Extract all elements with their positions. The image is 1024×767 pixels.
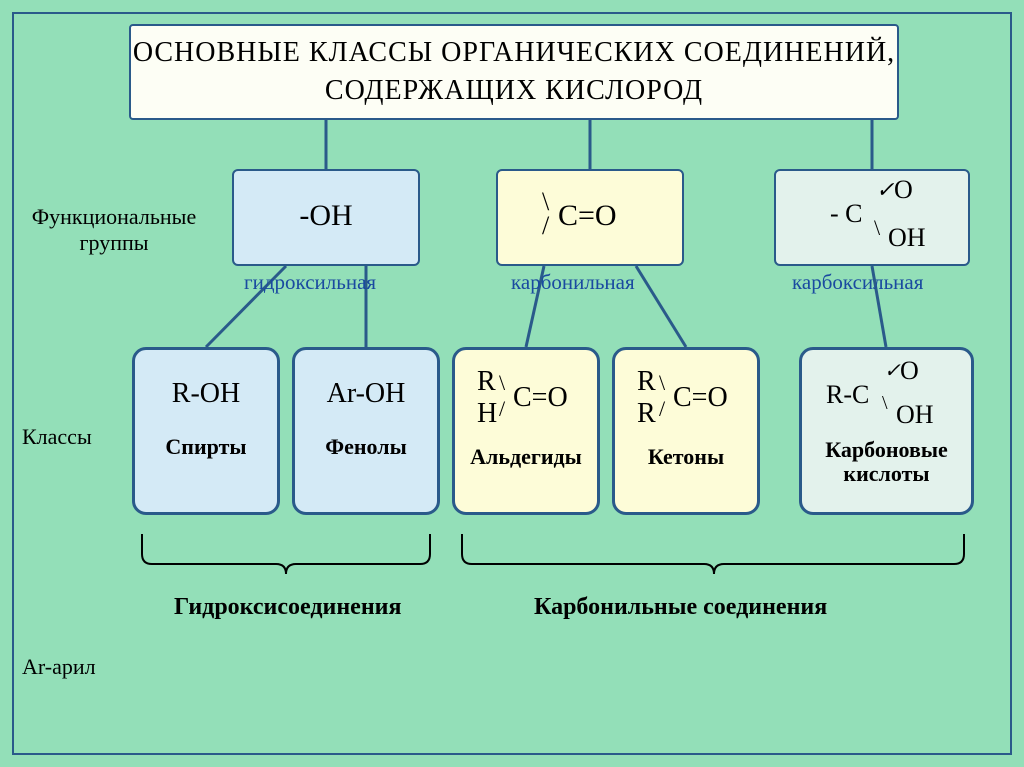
fg-formula: \/C=O bbox=[498, 171, 682, 201]
class-formula: R-C✓O\OH bbox=[802, 350, 971, 420]
fg-name: карбонильная bbox=[511, 270, 635, 295]
row-label-aryl: Ar-арил bbox=[22, 654, 96, 680]
outer-frame: ОСНОВНЫЕ КЛАССЫ ОРГАНИЧЕСКИХ СОЕДИНЕНИЙ,… bbox=[0, 0, 1024, 767]
class-name: Кетоны bbox=[615, 444, 757, 470]
class-box: R\R/C=O Кетоны bbox=[612, 347, 760, 515]
row-label-classes: Классы bbox=[22, 424, 92, 450]
fg-formula: - C✓O\OH bbox=[776, 171, 968, 189]
title-text: ОСНОВНЫЕ КЛАССЫ ОРГАНИЧЕСКИХ СОЕДИНЕНИЙ,… bbox=[131, 34, 897, 110]
functional-group-box: - C✓O\OH bbox=[774, 169, 970, 266]
diagram-frame: ОСНОВНЫЕ КЛАССЫ ОРГАНИЧЕСКИХ СОЕДИНЕНИЙ,… bbox=[12, 12, 1012, 755]
class-formula: R\R/C=O bbox=[615, 350, 757, 420]
class-name: Альдегиды bbox=[455, 444, 597, 470]
class-box: Ar-OH Фенолы bbox=[292, 347, 440, 515]
fg-name: карбоксильная bbox=[792, 270, 923, 295]
summary-label: Гидроксисоединения bbox=[174, 594, 401, 621]
class-formula: Ar-OH bbox=[295, 350, 437, 410]
class-box: R-C✓O\OH Карбоновые кислоты bbox=[799, 347, 974, 515]
functional-group-box: -OH bbox=[232, 169, 420, 266]
class-name: Фенолы bbox=[295, 434, 437, 460]
title-box: ОСНОВНЫЕ КЛАССЫ ОРГАНИЧЕСКИХ СОЕДИНЕНИЙ,… bbox=[129, 24, 899, 120]
fg-formula: -OH bbox=[234, 171, 418, 233]
class-formula: R-OH bbox=[135, 350, 277, 410]
functional-group-box: \/C=O bbox=[496, 169, 684, 266]
class-box: R-OH Спирты bbox=[132, 347, 280, 515]
fg-name: гидроксильная bbox=[244, 270, 376, 295]
summary-label: Карбонильные соединения bbox=[534, 594, 827, 621]
class-formula: R\H/C=O bbox=[455, 350, 597, 420]
class-name: Спирты bbox=[135, 434, 277, 460]
row-label-functional-groups: Функциональные группы bbox=[14, 204, 214, 256]
class-box: R\H/C=O Альдегиды bbox=[452, 347, 600, 515]
class-name: Карбоновые кислоты bbox=[802, 438, 971, 486]
